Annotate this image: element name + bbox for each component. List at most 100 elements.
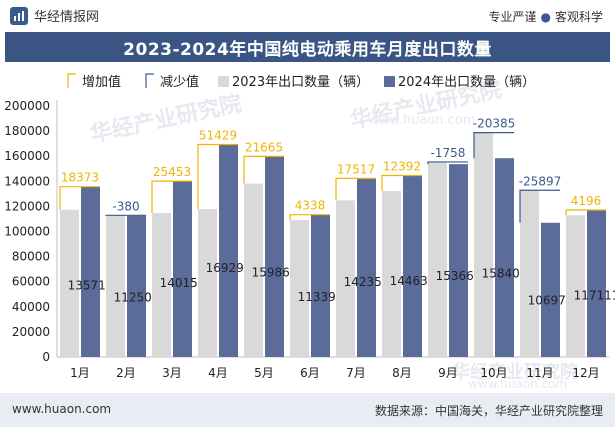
x-tick-label: 5月: [254, 366, 274, 380]
change-bracket: [565, 209, 606, 216]
bar-2023: [60, 209, 79, 357]
bar-2024: [541, 222, 560, 357]
legend-bar2023-swatch: [218, 76, 229, 87]
bar-2023: [520, 190, 539, 357]
change-bracket: [197, 143, 238, 210]
change-bracket: [427, 161, 468, 165]
change-label: 25453: [153, 165, 191, 179]
bar-2024: [265, 156, 284, 357]
slogan: 专业严谨 ● 客观科学: [488, 8, 603, 25]
footer: www.huaon.com 数据来源：中国海关，华经产业研究院整理: [0, 393, 615, 427]
change-bracket: [381, 174, 422, 192]
x-tick-label: 12月: [572, 366, 599, 380]
y-tick-label: 200000: [4, 99, 50, 113]
change-label: -25897: [519, 174, 562, 188]
bar-2023: [428, 161, 447, 357]
bar-2024: [311, 214, 330, 357]
bar-2024: [403, 175, 422, 357]
bar-2024: [357, 178, 376, 357]
slogan-left: 专业严谨: [488, 10, 537, 24]
bar-2023: [474, 132, 493, 357]
bar-2024: [219, 144, 238, 357]
x-tick-label: 3月: [162, 366, 182, 380]
top-bar: 华经情报网 专业严谨 ● 客观科学: [0, 0, 615, 30]
title-bar: 2023-2024年中国纯电动乘用车月度出口数量: [5, 32, 610, 62]
chart-title: 2023-2024年中国纯电动乘用车月度出口数量: [123, 39, 492, 60]
change-label: 18373: [61, 171, 99, 185]
value-label-2024: 140154: [160, 276, 206, 290]
legend-decrease-label: 减少值: [160, 74, 199, 90]
bar-2024: [587, 210, 606, 357]
bar-2023: [336, 200, 355, 357]
value-label-2024: 169298: [206, 261, 252, 275]
value-label-2024: 135719: [68, 278, 114, 292]
value-label-2024: 153660: [436, 269, 482, 283]
bar-2023: [106, 215, 125, 357]
brand-name: 华经情报网: [34, 10, 100, 25]
y-tick-label: 40000: [12, 300, 50, 314]
x-tick-label: 2月: [116, 366, 136, 380]
watermark-text-3: 华经产业研究院: [452, 361, 578, 383]
value-label-2024: 142355: [344, 275, 390, 289]
legend-increase-label: 增加值: [82, 74, 121, 90]
y-tick-label: 0: [42, 350, 50, 364]
value-label-2024: 117111: [574, 288, 615, 302]
change-label: -20385: [473, 117, 516, 131]
y-tick-label: 120000: [4, 199, 50, 213]
x-tick-label: 4月: [208, 366, 228, 380]
footer-url[interactable]: www.huaon.com: [12, 402, 112, 416]
change-label: 21665: [245, 140, 283, 154]
value-label-2024: 113391: [298, 290, 344, 304]
bar-2023: [382, 191, 401, 357]
change-bracket: [335, 177, 376, 201]
bar-2023: [290, 220, 309, 357]
x-tick-label: 10月: [480, 366, 507, 380]
bar-2023: [566, 215, 585, 357]
change-bracket: [473, 132, 514, 159]
bar-2023: [244, 183, 263, 357]
y-tick-label: 60000: [12, 275, 50, 289]
legend-decrease-icon: [145, 73, 154, 88]
change-label: 4196: [571, 194, 602, 208]
value-label-2024: 159862: [252, 266, 298, 280]
value-label-2024: 144639: [390, 274, 436, 288]
change-bracket: [289, 214, 330, 221]
y-tick-label: 160000: [4, 149, 50, 163]
bar-2024: [495, 158, 514, 357]
x-tick-label: 1月: [70, 366, 90, 380]
y-tick-label: 80000: [12, 250, 50, 264]
value-label-2024: 106971: [528, 294, 574, 308]
value-label-2024: 112502: [114, 291, 160, 305]
change-bracket: [519, 189, 560, 223]
change-label: 12392: [383, 159, 421, 173]
x-tick-label: 7月: [346, 366, 366, 380]
y-tick-label: 100000: [4, 225, 50, 239]
legend-increase-icon: [67, 73, 76, 88]
change-bracket: [59, 186, 100, 210]
slogan-separator: ●: [540, 10, 551, 24]
change-label: 51429: [199, 129, 237, 143]
change-label: 17517: [337, 162, 375, 176]
change-bracket: [243, 155, 284, 184]
brand[interactable]: 华经情报网: [10, 6, 99, 25]
y-tick-label: 140000: [4, 174, 50, 188]
bar-2024: [81, 186, 100, 357]
bar-chart: 华经产业研究院 华经产业研究院华经产业研究院www.huaon.comwww.hu…: [4, 73, 615, 391]
footer-source: 数据来源：中国海关，华经产业研究院整理: [374, 404, 603, 418]
change-label: 4338: [295, 199, 326, 213]
bar-2024: [449, 164, 468, 357]
bar-2024: [173, 181, 192, 357]
legend-bar2023-label: 2023年出口数量（辆）: [232, 75, 369, 90]
watermark-url-1: www.huaon.com: [368, 113, 475, 128]
y-tick-label: 180000: [4, 124, 50, 138]
legend-bar2024-label: 2024年出口数量（辆）: [398, 75, 535, 90]
x-tick-label: 11月: [526, 366, 553, 380]
watermark-url-2: www.huaon.com: [468, 377, 567, 391]
change-label: -380: [112, 199, 139, 213]
logo-icon: [10, 6, 28, 25]
y-tick-label: 20000: [12, 325, 50, 339]
slogan-right: 客观科学: [554, 10, 603, 24]
change-bracket: [151, 180, 192, 214]
legend-bar2024-swatch: [384, 76, 395, 87]
